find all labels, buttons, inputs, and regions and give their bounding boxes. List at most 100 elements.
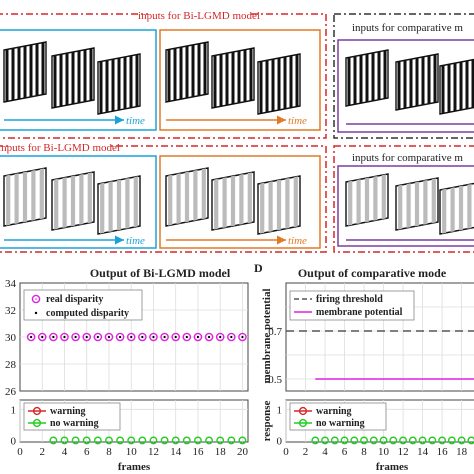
row2-purple-frame-2-bar <box>423 180 428 225</box>
point-no-warning <box>227 436 236 445</box>
row1-purple-frame-3-bar <box>465 60 469 110</box>
chart-bilgmd-upper-ticks: 26 28 30 32 34 <box>5 278 17 398</box>
row2-cyan-frame-3-bar <box>133 176 138 228</box>
legend-marker-real-disparity-dot <box>35 298 37 300</box>
point-computed-disparity <box>130 335 133 339</box>
point-no-warning-d <box>447 436 456 445</box>
row1-cyan-frame-1-bar <box>11 48 15 101</box>
legend-label-firing-threshold: firing threshold <box>316 294 383 305</box>
row1-orange-frame-1-bar <box>167 49 171 102</box>
point-no-warning <box>216 436 225 445</box>
row2-purple-frame-1-bar <box>381 174 386 220</box>
point-no-warning-d <box>418 436 427 445</box>
chart-bilgmd-upper-legend-box <box>23 289 143 321</box>
row2-orange-frame-1 <box>165 167 209 227</box>
row1-orange-time-label: time <box>288 115 307 127</box>
row1-orange-frame-1-bar <box>197 43 201 96</box>
row2-purple-box <box>337 165 474 247</box>
row1-orange-frame-2-bar <box>225 52 229 106</box>
row2-stimulus-frames <box>3 167 301 235</box>
row1-orange-frame-2-bar <box>213 55 217 108</box>
row2-orange-frame-2-bar <box>214 178 219 230</box>
chart-bilgmd-upper-ytick-label: 32 <box>5 305 16 317</box>
point-real-disparity <box>37 332 47 342</box>
chart-bilgmd-upper-ytick-label: 34 <box>5 278 17 290</box>
chart-comparative-lower-xtick-label: 6 <box>342 446 348 458</box>
row1-purple-frame-1-bar <box>371 52 375 102</box>
chart-bilgmd-lower-legend: warning no warning <box>23 402 121 431</box>
row2-cyan-time-label: time <box>126 235 145 247</box>
row1-cyan-frame-3-bar <box>117 57 121 111</box>
row1-orange-frame-3-bar <box>265 60 269 113</box>
point-real-disparity <box>126 332 136 342</box>
row2-cyan-frame-3-bar <box>100 182 105 234</box>
point-real-disparity <box>204 332 214 342</box>
row1-cyan-frame-1-bar <box>41 42 45 95</box>
row1-cyan-frame-1 <box>3 41 47 103</box>
row1-orange-frame-1-bar <box>185 45 189 99</box>
row2-purple-frame-1 <box>345 173 389 227</box>
point-real-disparity <box>138 332 147 342</box>
point-no-warning <box>194 436 202 445</box>
row1-orange-frame-1-bar <box>203 42 207 95</box>
point-no-warning-d <box>340 436 349 445</box>
row1-cyan-frame-1-bar <box>35 43 39 96</box>
chart-comparative-lower-ytick-label: 1 <box>277 404 283 416</box>
row2-cyan-frame-1-bar <box>39 168 44 220</box>
row2-cyan-frame-2-bar <box>54 178 59 230</box>
legend-label-no-warning-d: no warning <box>316 418 365 429</box>
row1-cyan-frame-2-bar <box>65 52 69 106</box>
row1-orange-frame-1-bar <box>173 48 177 101</box>
row2-left-frame <box>0 145 327 253</box>
chart-bilgmd-lower-marks <box>49 436 247 445</box>
row2-purple-frame-2-bar <box>406 183 411 228</box>
row1-cyan-frame-1-bar <box>17 46 21 100</box>
point-computed-disparity <box>96 335 99 339</box>
row1-cyan-frame-3-bar <box>105 60 109 113</box>
row2-right-title: inputs for comparative m <box>352 152 463 164</box>
row1-purple-frame-1-bar <box>353 56 357 105</box>
legend-marker-real-disparity <box>31 294 41 304</box>
chart-bilgmd-lower-xtick-label: 16 <box>192 446 204 458</box>
row2-orange-frame-1-bar <box>176 173 181 224</box>
chart-comparative-upper-marks <box>286 330 474 380</box>
row1-cyan-frame-2-bar <box>53 55 57 108</box>
row1-purple-frame-2-bar <box>403 60 407 109</box>
point-computed-disparity <box>207 335 211 339</box>
chart-comparative-lower-ylabel: response <box>261 401 273 442</box>
row2-orange-frame-3-bar <box>285 178 290 229</box>
row2-orange-frame-2-bar <box>222 177 227 228</box>
point-no-warning-d <box>360 436 368 445</box>
point-real-disparity <box>49 332 58 342</box>
point-no-warning <box>116 436 124 445</box>
chart-bilgmd-xlabel: frames <box>118 461 151 473</box>
row1-cyan-frame-2-bar <box>77 50 81 104</box>
row1-purple-frame-2-bar <box>415 57 419 107</box>
row1-right-title: inputs for comparative m <box>352 22 463 34</box>
point-no-warning <box>182 436 191 445</box>
row1-cyan-frame-3-bar <box>99 61 103 114</box>
legend-marker-warning-d <box>298 406 308 416</box>
row2-cyan-frame-1-bar <box>22 171 28 223</box>
chart-bilgmd-upper-ytick-label: 28 <box>5 359 17 371</box>
row2-purple-frame-2-bar <box>398 184 403 230</box>
chart-comparative-lower-xtick-label: 8 <box>361 446 367 458</box>
row1-orange-frame-3-bar <box>289 55 293 108</box>
row1-purple-frame-3-bar <box>471 59 474 108</box>
row1-purple-frame-3-bar <box>441 65 445 114</box>
point-computed-disparity <box>219 335 222 339</box>
legend-label-computed-disparity: computed disparity <box>46 308 129 319</box>
chart-bilgmd-lower-xtick-label: 2 <box>39 446 45 458</box>
row2-purple-frame-1-bar <box>348 180 353 226</box>
row2-right-panel: inputs for comparative m <box>333 145 474 253</box>
row2-cyan-frame-2 <box>51 171 95 231</box>
row1-cyan-frame-2-bar <box>89 48 93 101</box>
legend-label-real-disparity: real disparity <box>46 294 103 305</box>
row2-orange-frame-3-bar <box>260 182 265 234</box>
point-computed-disparity <box>241 335 244 339</box>
row1-purple-frame-2-bar <box>427 55 431 104</box>
point-no-warning <box>160 436 169 445</box>
row1-cyan-frame-1-bar <box>23 45 27 99</box>
row2-orange-frame-3-bar <box>293 176 298 228</box>
